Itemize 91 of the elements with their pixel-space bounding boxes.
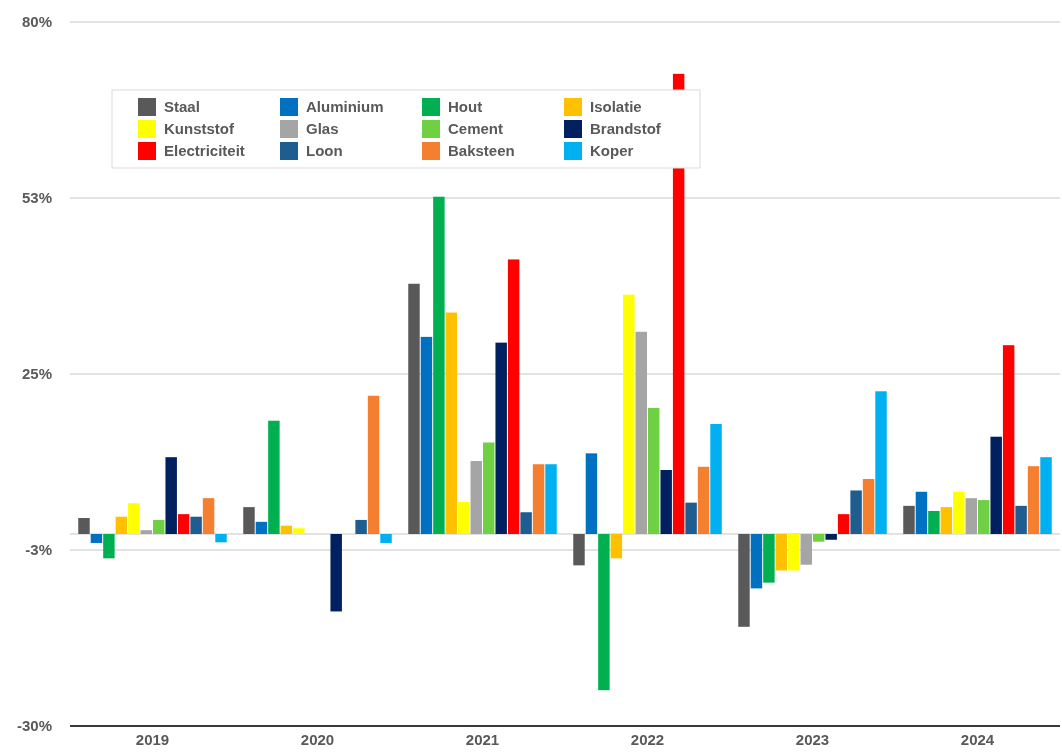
bar [915, 491, 928, 534]
bar [648, 407, 660, 534]
bar [495, 342, 507, 534]
bar [190, 516, 202, 534]
bar [420, 336, 433, 534]
bar [800, 534, 812, 565]
bar [978, 500, 990, 534]
bar [862, 478, 875, 534]
bar [837, 514, 850, 534]
x-tick-label: 2021 [465, 730, 500, 748]
x-tick-label: 2023 [795, 730, 830, 748]
bar [470, 461, 482, 534]
bar [775, 534, 788, 571]
legend-label: Glas [306, 120, 339, 137]
y-tick-label: -3% [25, 541, 52, 559]
bar [685, 502, 697, 534]
bar [380, 534, 392, 543]
bar [507, 259, 520, 534]
bar [635, 331, 647, 534]
x-tick-label: 2024 [960, 730, 995, 748]
y-tick-label: 53% [21, 189, 52, 207]
bar [738, 534, 750, 627]
bar [165, 457, 177, 534]
bar [483, 442, 495, 534]
bar [90, 534, 103, 543]
legend-label: Loon [306, 142, 343, 159]
y-tick-label: -30% [16, 717, 52, 735]
bar [585, 453, 598, 534]
bar [750, 534, 763, 589]
bar [1027, 466, 1040, 534]
legend-label: Isolatie [590, 98, 642, 115]
legend-label: Staal [164, 98, 200, 115]
bar [850, 490, 862, 534]
bar [623, 294, 635, 534]
x-tick-label: 2022 [630, 730, 665, 748]
legend-label: Aluminium [306, 98, 384, 115]
legend-label: Baksteen [448, 142, 515, 159]
legend-label: Kunststof [164, 120, 235, 137]
bar [953, 491, 965, 534]
bar [243, 507, 255, 534]
bar [408, 283, 420, 534]
bar [965, 498, 977, 534]
bar [1015, 505, 1027, 534]
bar [610, 534, 623, 559]
bar [825, 534, 837, 540]
bar [367, 395, 380, 534]
y-tick-label: 80% [21, 13, 52, 31]
bar [355, 519, 367, 534]
bar [520, 512, 532, 534]
bar [573, 534, 585, 566]
bar [697, 466, 710, 534]
bar [660, 470, 672, 534]
bar [103, 534, 115, 559]
legend-label: Brandstof [590, 120, 662, 137]
bar [255, 521, 268, 534]
x-tick-label: 2019 [135, 730, 170, 748]
bar [78, 518, 90, 534]
bar [215, 534, 227, 543]
bar [532, 464, 545, 534]
x-tick-label: 2020 [300, 730, 335, 748]
bar [710, 423, 722, 534]
bar [1002, 345, 1015, 534]
bar [140, 530, 152, 534]
bar [763, 534, 775, 583]
bar [330, 534, 342, 612]
bar [128, 503, 140, 534]
bar [598, 534, 610, 691]
bar [280, 525, 293, 534]
bar [458, 502, 470, 534]
legend-label: Koper [590, 142, 634, 159]
bar [1040, 457, 1052, 534]
bar [928, 510, 940, 534]
bar [545, 464, 557, 534]
bar [115, 516, 128, 534]
legend-label: Cement [448, 120, 504, 137]
bar [433, 196, 445, 534]
bar [293, 528, 305, 534]
bar [177, 514, 190, 534]
bar [202, 498, 215, 534]
bar [445, 312, 458, 534]
y-tick-label: 25% [21, 365, 52, 383]
bar [875, 391, 887, 534]
legend-label: Electriciteit [164, 142, 245, 159]
legend-label: Hout [448, 98, 483, 115]
bar [940, 507, 953, 534]
bar [903, 505, 915, 534]
bar [153, 519, 165, 534]
bar [788, 534, 800, 571]
bar [813, 534, 825, 542]
bar [990, 436, 1002, 534]
bar [268, 420, 280, 534]
